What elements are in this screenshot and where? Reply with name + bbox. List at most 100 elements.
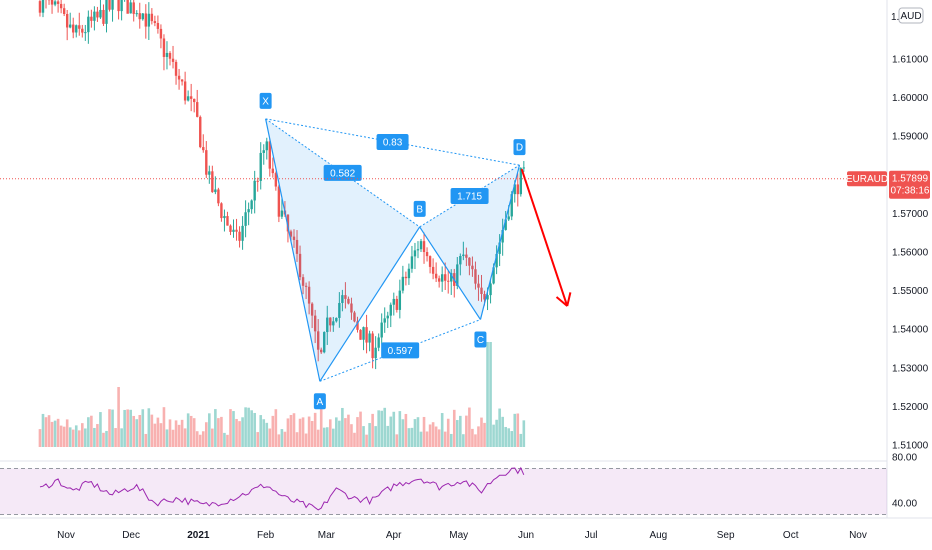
volume-bar xyxy=(274,409,278,447)
volume-bar xyxy=(310,420,314,447)
volume-bar xyxy=(283,431,287,447)
volume-bar xyxy=(226,434,229,447)
volume-bar xyxy=(510,431,514,447)
volume-bar xyxy=(468,407,471,447)
volume-bar xyxy=(147,408,151,447)
harmonic-pattern[interactable]: X A B C D 0.582 0.83 1.715 0.597 xyxy=(259,92,572,410)
candle-body xyxy=(274,173,278,187)
volume-bar xyxy=(96,424,99,447)
volume-bar xyxy=(123,409,126,447)
price-tick-label: 1.61000 xyxy=(892,55,929,66)
volume-bar xyxy=(265,422,269,447)
pattern-point-label: C xyxy=(477,335,484,346)
pattern-ratio-label: 1.715 xyxy=(457,192,482,203)
candle-body xyxy=(513,184,516,195)
volume-bar xyxy=(459,415,462,447)
volume-bar xyxy=(81,423,84,447)
volume-bar xyxy=(341,407,344,447)
candle-body xyxy=(171,58,175,62)
volume-bar xyxy=(519,433,523,447)
time-tick-label: May xyxy=(449,530,468,541)
candle-body xyxy=(389,304,392,316)
volume-bar xyxy=(159,423,163,447)
rsi-pane[interactable] xyxy=(0,462,887,518)
last-price-text: 1.57899 xyxy=(892,174,929,185)
volume-bar xyxy=(44,417,48,447)
price-tick-label: 1.57000 xyxy=(892,209,929,220)
candle-body xyxy=(162,38,166,57)
volume-bar xyxy=(440,413,444,447)
volume-bar xyxy=(404,413,408,447)
volume-bar xyxy=(250,410,253,447)
candle-body xyxy=(141,13,144,20)
candle-body xyxy=(307,286,311,304)
volume-bar xyxy=(413,419,417,447)
volume-bar xyxy=(192,418,196,447)
candle-body xyxy=(323,332,326,353)
price-axis[interactable]: 1.610001.600001.590001.580001.570001.560… xyxy=(892,55,929,510)
volume-bar xyxy=(398,411,402,447)
candle-body xyxy=(410,256,414,269)
volume-bar xyxy=(180,419,184,447)
candle-body xyxy=(450,273,453,282)
candle-body xyxy=(477,283,480,288)
pattern-ratio-bg xyxy=(381,342,420,359)
candle-body xyxy=(371,333,374,359)
volume-bar xyxy=(162,407,166,447)
currency-badge[interactable] xyxy=(898,7,924,24)
volume-bar xyxy=(50,421,54,447)
main-pane[interactable] xyxy=(0,0,887,450)
volume-bar xyxy=(455,420,459,447)
symbol-tag[interactable] xyxy=(847,171,887,187)
candle-body xyxy=(217,189,220,204)
volume-bar xyxy=(65,419,69,447)
candle-body xyxy=(507,216,510,220)
volume-bar xyxy=(368,423,371,447)
volume-bar xyxy=(62,426,66,447)
volume-bar xyxy=(211,428,214,447)
pattern-ratio-line xyxy=(265,118,420,228)
pattern-ratio-bg xyxy=(376,133,409,150)
volume-bar xyxy=(68,427,72,447)
currency-badge-text: AUD xyxy=(900,11,921,22)
volume-bar xyxy=(446,418,450,447)
candle-body xyxy=(226,216,229,226)
volume-bar xyxy=(452,409,456,447)
volume-bar xyxy=(522,420,526,447)
candle-body xyxy=(59,3,63,9)
volume-bar xyxy=(389,416,393,447)
candle-body xyxy=(250,200,253,210)
volume-bar xyxy=(183,428,187,447)
pattern-point-label: B xyxy=(416,204,423,215)
volume-bar xyxy=(377,410,380,447)
volume-bar xyxy=(244,407,247,447)
volume-bar xyxy=(186,413,190,447)
volume-bar xyxy=(71,429,75,447)
candle-body xyxy=(144,13,148,27)
pattern-leg xyxy=(419,226,481,320)
price-tick-label: 1.56000 xyxy=(892,248,929,259)
candle-body xyxy=(480,287,483,295)
last-price-tag[interactable] xyxy=(889,170,930,199)
candle-body xyxy=(501,229,504,243)
candle-body xyxy=(108,0,111,10)
volume-bar xyxy=(335,417,338,447)
candle-body xyxy=(159,28,163,39)
volume-bar xyxy=(325,427,329,447)
volume-bar xyxy=(93,427,96,447)
volume-bar xyxy=(449,433,453,447)
volume-bar xyxy=(428,424,432,447)
candle-body xyxy=(78,25,81,29)
volume-bar xyxy=(359,411,362,447)
volume-bar xyxy=(189,415,193,447)
candle-body xyxy=(456,264,459,286)
candle-body xyxy=(395,298,399,310)
volume-bar xyxy=(489,342,492,447)
volume-bar xyxy=(150,414,154,447)
candle-body xyxy=(510,194,513,217)
candle-body xyxy=(111,0,114,10)
volume-bar xyxy=(419,431,423,447)
candle-body xyxy=(341,295,344,303)
time-axis[interactable]: Nov Dec 2021 Feb Mar Apr May Jun Jul Aug Sep Oct Nov xyxy=(57,530,867,541)
